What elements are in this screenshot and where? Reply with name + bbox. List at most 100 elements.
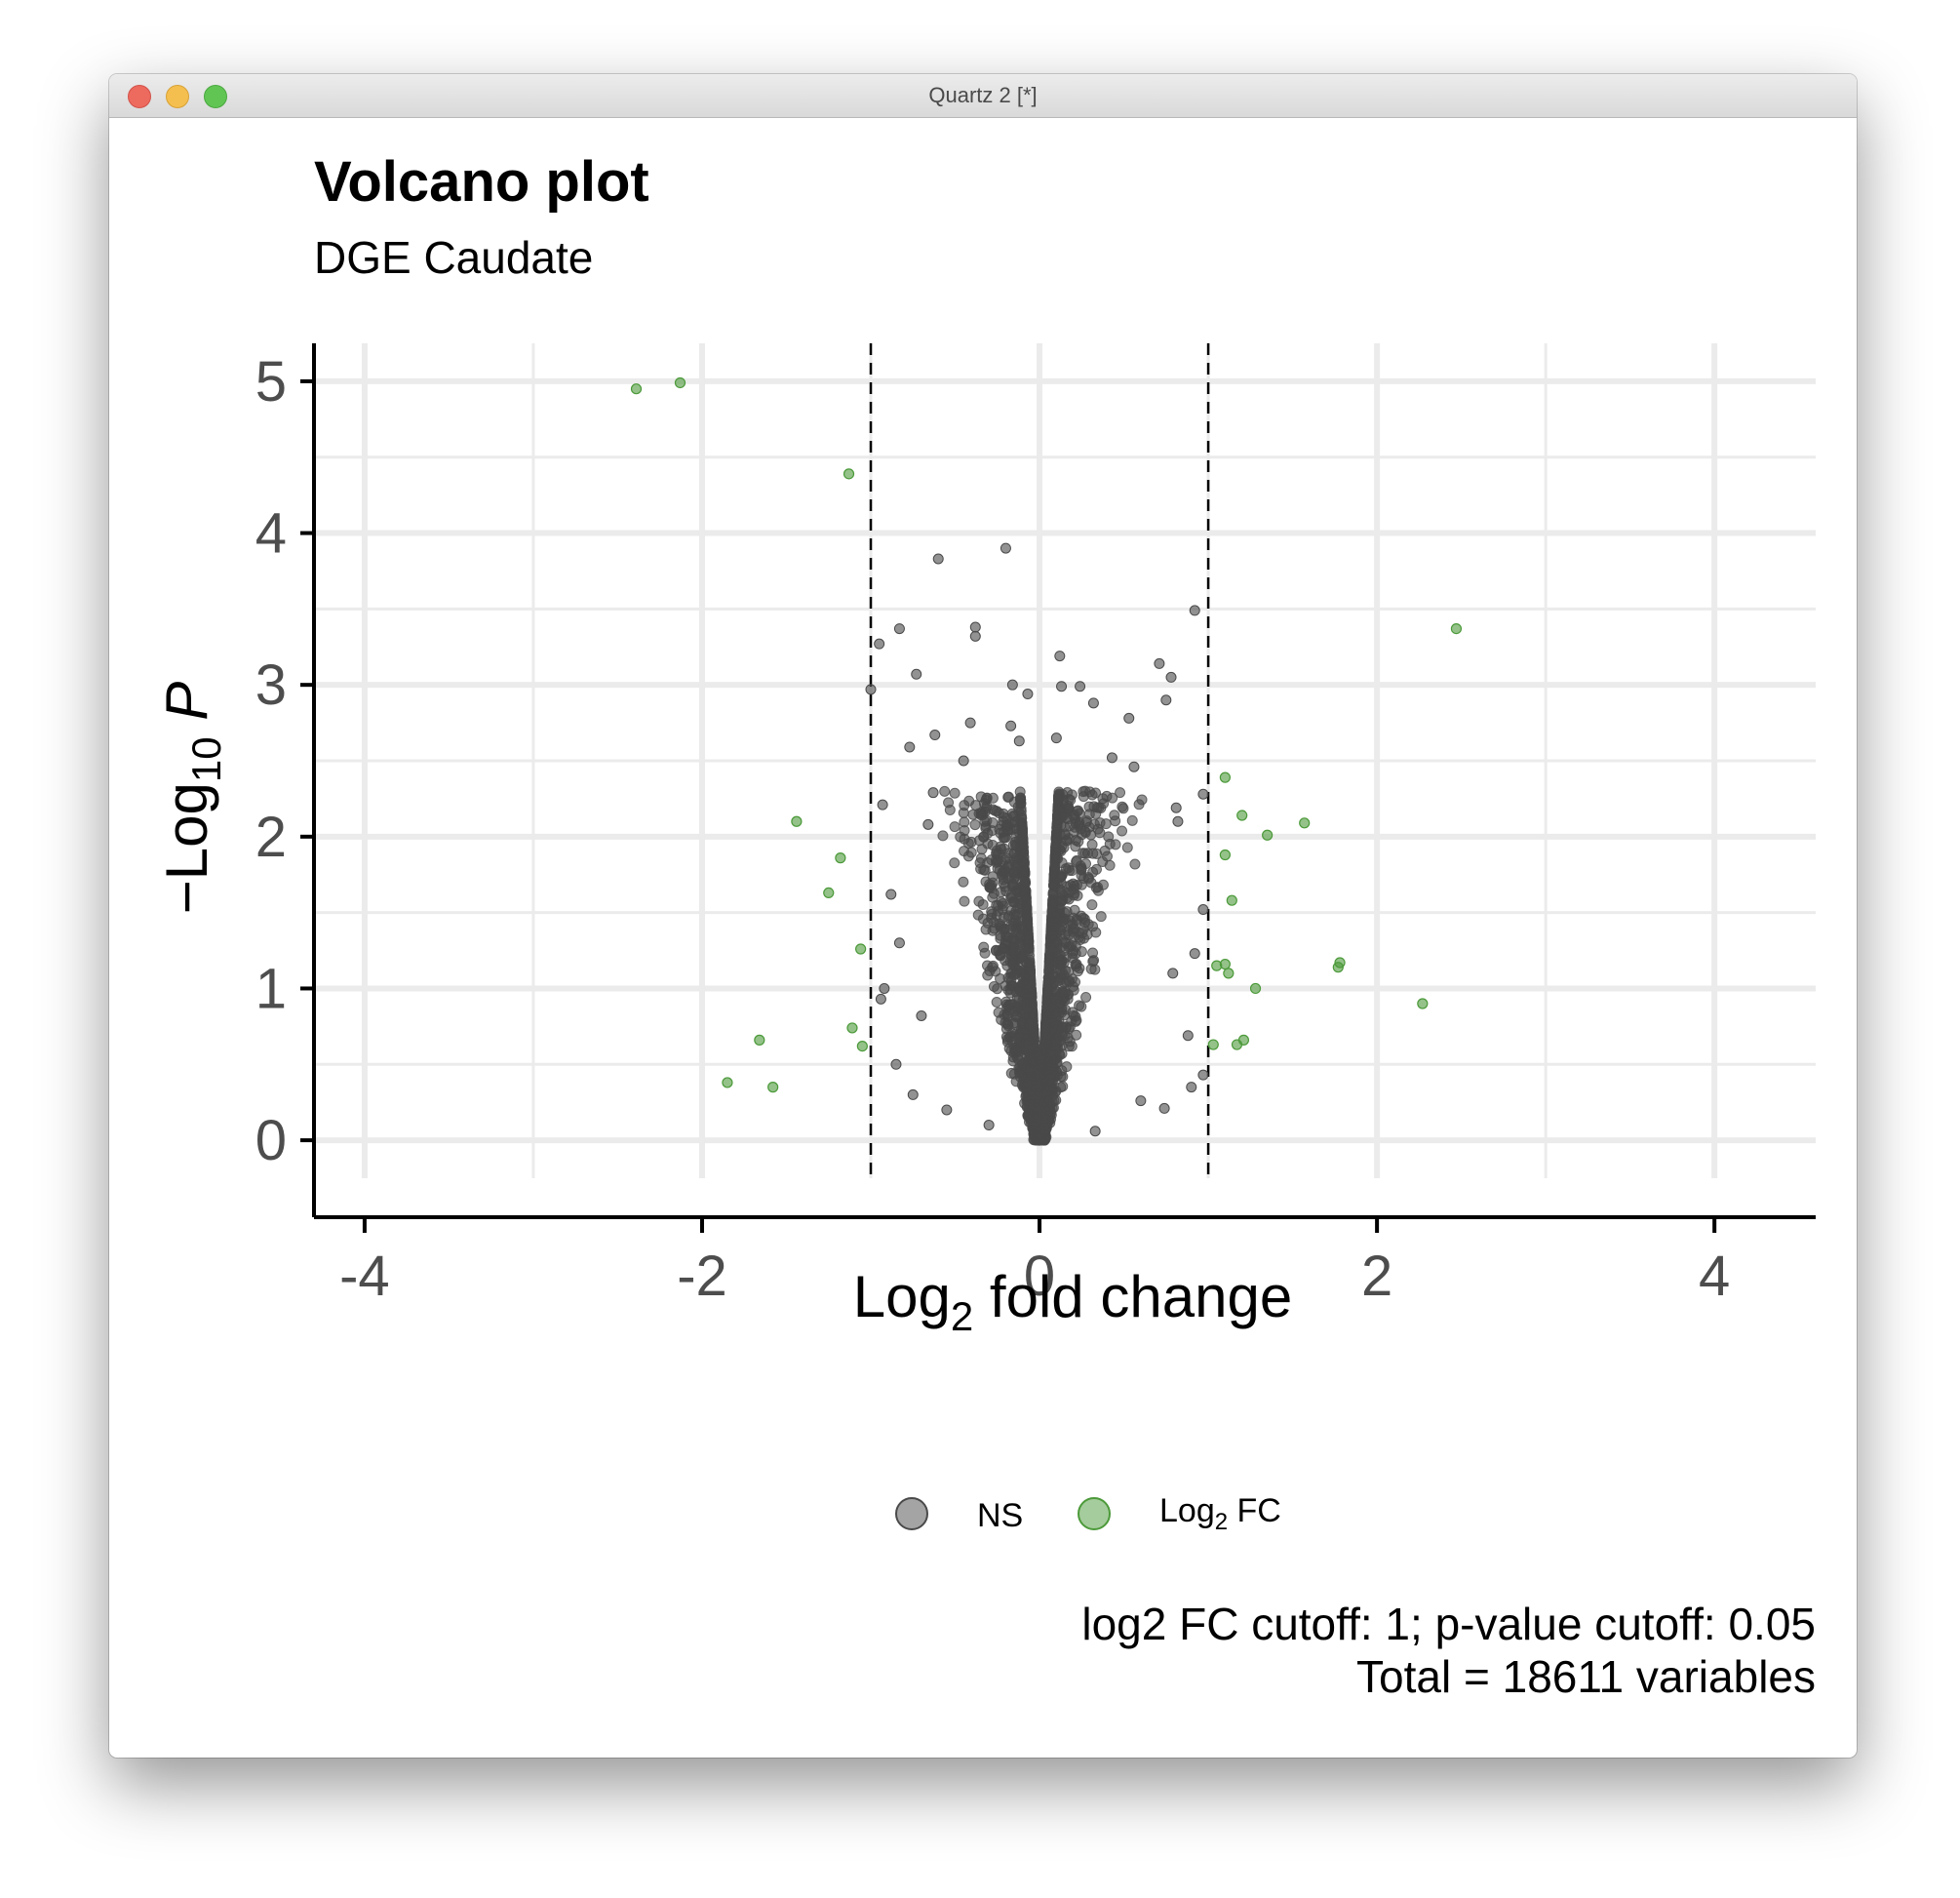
point-ns	[975, 791, 987, 803]
window-titlebar[interactable]: Quartz 2 [*]	[109, 74, 1857, 118]
point-ns	[1086, 899, 1098, 911]
point-ns	[986, 880, 998, 891]
point-ns	[987, 891, 999, 903]
cutoff-lines	[869, 343, 1210, 1178]
point-ns	[1013, 735, 1025, 747]
point-log2fc	[630, 383, 643, 395]
point-ns	[890, 1058, 902, 1070]
point-ns	[998, 867, 1009, 879]
point-ns	[1020, 895, 1032, 907]
point-ns	[1047, 969, 1059, 980]
minimize-button[interactable]	[166, 85, 189, 108]
legend-key-log2fc	[1078, 1497, 1111, 1530]
point-ns	[1025, 977, 1037, 989]
point-ns	[1056, 933, 1068, 945]
point-ns	[1061, 1061, 1073, 1073]
point-ns	[973, 895, 985, 907]
point-ns	[1091, 802, 1103, 813]
point-ns	[1068, 811, 1079, 822]
point-ns	[1080, 991, 1092, 1003]
point-log2fc	[1236, 810, 1248, 821]
point-log2fc	[1417, 998, 1429, 1009]
point-ns	[1075, 681, 1086, 692]
point-ns	[1107, 792, 1118, 804]
point-ns	[1043, 956, 1055, 968]
point-ns	[893, 937, 905, 949]
point-ns	[999, 854, 1010, 866]
point-ns	[987, 839, 999, 850]
point-log2fc	[855, 943, 867, 955]
point-ns	[1154, 657, 1165, 669]
point-ns	[1064, 820, 1076, 832]
point-ns	[1182, 1030, 1194, 1042]
point-ns	[1024, 961, 1036, 972]
point-ns	[1039, 1088, 1051, 1100]
point-ns	[1197, 788, 1209, 800]
point-ns	[1128, 761, 1140, 772]
point-ns	[1078, 873, 1089, 885]
point-ns	[1005, 950, 1017, 962]
point-log2fc	[856, 1040, 868, 1052]
point-ns	[979, 947, 991, 959]
point-log2fc	[1334, 957, 1346, 969]
point-ns	[1041, 1001, 1053, 1012]
point-ns	[1019, 866, 1031, 878]
y-tick-label: 4	[255, 502, 287, 566]
point-ns	[1078, 791, 1089, 803]
point-ns	[995, 973, 1006, 985]
point-ns	[1010, 905, 1022, 917]
point-ns	[992, 983, 1003, 995]
point-ns	[1158, 1102, 1170, 1114]
point-ns	[1052, 991, 1064, 1003]
point-ns	[1002, 791, 1014, 803]
point-ns	[1126, 814, 1138, 826]
point-ns	[1056, 870, 1068, 882]
point-ns	[1115, 787, 1126, 799]
point-ns	[1038, 1072, 1049, 1084]
point-ns	[963, 795, 975, 807]
point-log2fc	[791, 815, 803, 827]
point-ns	[1058, 977, 1070, 989]
point-ns	[1054, 949, 1066, 961]
point-log2fc	[754, 1034, 765, 1046]
point-ns	[1101, 850, 1113, 862]
x-tick-label: -4	[339, 1245, 390, 1308]
y-tick-label: 3	[255, 653, 287, 717]
point-ns	[939, 785, 951, 797]
point-log2fc	[1262, 829, 1274, 841]
point-ns	[932, 553, 944, 565]
point-ns	[1051, 822, 1063, 834]
point-ns	[1018, 885, 1030, 896]
point-ns	[893, 623, 905, 635]
point-ns	[1057, 1081, 1069, 1092]
point-ns	[1097, 793, 1109, 805]
point-ns	[1015, 792, 1027, 804]
point-ns	[941, 1104, 953, 1116]
zoom-button[interactable]	[204, 85, 227, 108]
point-ns	[1001, 1034, 1013, 1046]
point-ns	[1028, 1078, 1039, 1089]
point-ns	[1017, 1017, 1029, 1029]
point-ns	[1069, 904, 1080, 916]
point-ns	[1165, 671, 1177, 683]
point-ns	[965, 847, 977, 858]
point-ns	[911, 668, 922, 680]
point-ns	[972, 909, 984, 921]
point-log2fc	[1207, 1039, 1219, 1050]
point-ns	[1063, 833, 1075, 845]
point-ns	[927, 787, 939, 799]
point-ns	[987, 960, 999, 971]
grid-lines	[314, 343, 1816, 1178]
point-ns	[1070, 959, 1081, 970]
point-ns	[922, 818, 934, 830]
point-ns	[1055, 1071, 1067, 1083]
point-ns	[1109, 810, 1120, 821]
point-ns	[1050, 831, 1062, 843]
point-ns	[1117, 825, 1128, 837]
chart-title: Volcano plot	[314, 150, 649, 214]
point-ns	[967, 809, 979, 820]
x-tick-label: 4	[1699, 1245, 1730, 1308]
point-ns	[1106, 752, 1117, 764]
point-ns	[1133, 799, 1145, 811]
close-button[interactable]	[128, 85, 151, 108]
